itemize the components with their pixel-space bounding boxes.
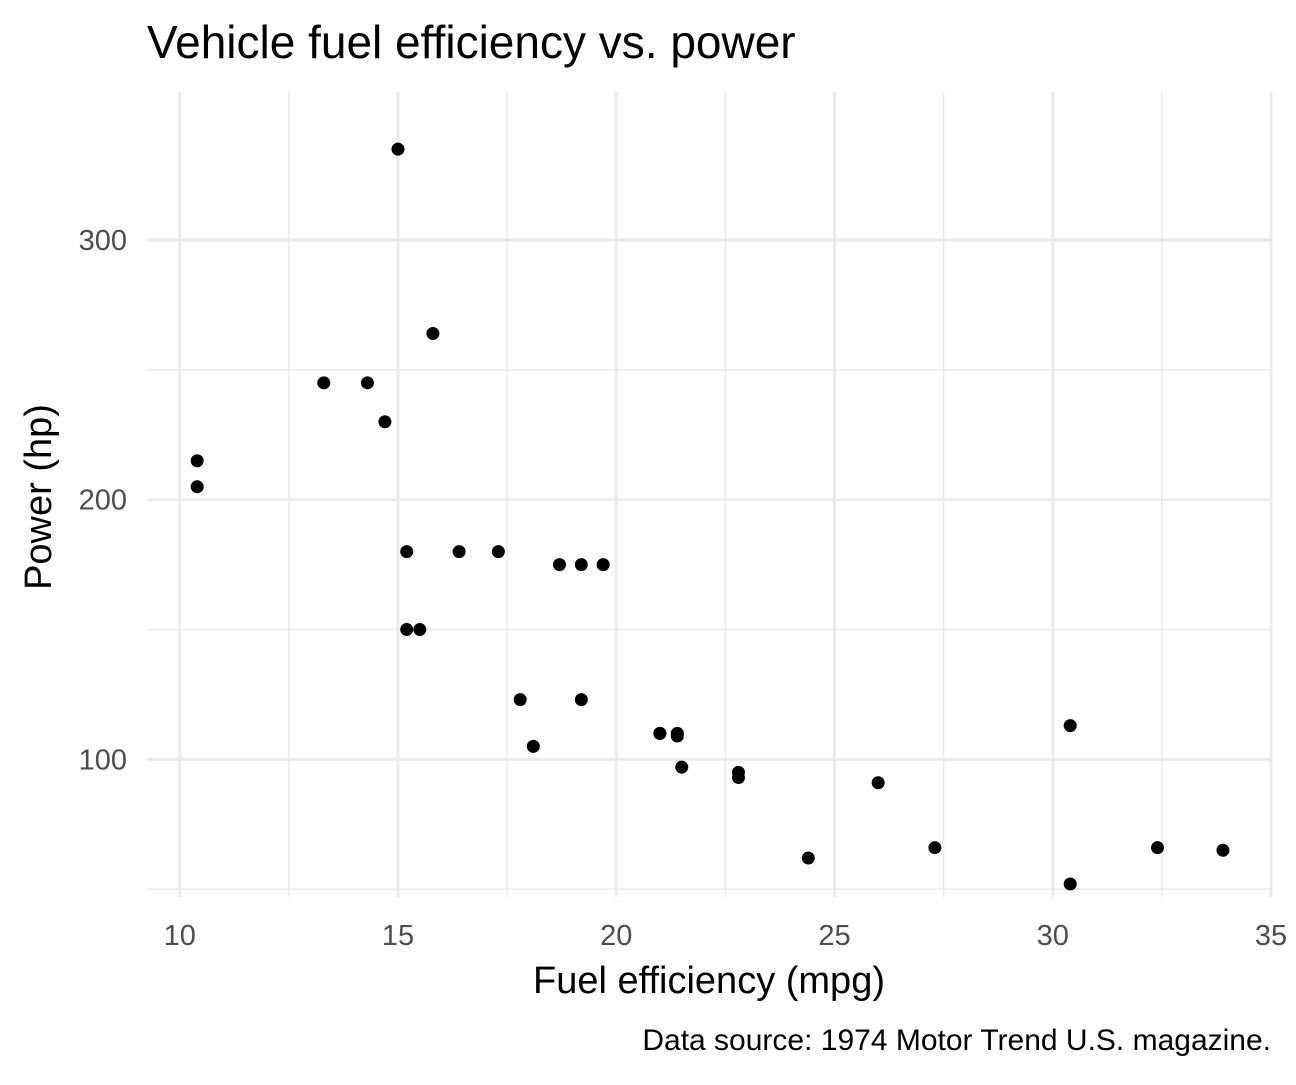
- data-point: [526, 739, 540, 753]
- x-tick-label: 20: [600, 920, 632, 952]
- data-point: [596, 558, 610, 572]
- data-point: [452, 545, 466, 559]
- data-point: [400, 545, 414, 559]
- data-point: [552, 558, 566, 572]
- data-point: [871, 776, 885, 790]
- x-axis-tick-labels: 10 15 20 25 30 35: [164, 920, 1288, 952]
- data-points: [190, 142, 1230, 891]
- chart-title: Vehicle fuel efficiency vs. power: [147, 16, 796, 68]
- minor-gridlines: [147, 92, 1271, 897]
- y-tick-label: 100: [79, 744, 127, 776]
- x-tick-label: 25: [818, 920, 850, 952]
- x-axis-title: Fuel efficiency (mpg): [533, 960, 885, 1002]
- data-point: [574, 558, 588, 572]
- x-tick-label: 10: [164, 920, 196, 952]
- data-point: [1063, 877, 1077, 891]
- data-point: [928, 841, 942, 855]
- data-point: [360, 376, 374, 390]
- data-point: [426, 327, 440, 340]
- data-point: [513, 693, 527, 707]
- y-tick-label: 200: [79, 485, 127, 517]
- y-tick-label: 300: [79, 225, 127, 257]
- data-point: [413, 623, 427, 637]
- data-point: [574, 693, 588, 707]
- data-point: [391, 142, 405, 156]
- major-gridlines: [147, 92, 1273, 897]
- x-tick-label: 35: [1255, 920, 1287, 952]
- data-point: [653, 726, 667, 740]
- y-axis-tick-labels: 100 200 300: [79, 225, 127, 776]
- data-point: [801, 851, 815, 865]
- data-point: [670, 729, 684, 743]
- data-point: [378, 415, 392, 429]
- x-tick-label: 15: [382, 920, 414, 952]
- data-point: [317, 376, 331, 390]
- y-axis-title: Power (hp): [18, 404, 60, 590]
- data-point: [190, 454, 204, 468]
- data-point: [1216, 843, 1230, 857]
- chart-caption: Data source: 1974 Motor Trend U.S. magaz…: [642, 1024, 1271, 1057]
- data-point: [1063, 719, 1077, 733]
- data-point: [731, 765, 745, 779]
- data-point: [1151, 841, 1165, 855]
- data-point: [491, 545, 505, 559]
- x-tick-label: 30: [1037, 920, 1069, 952]
- data-point: [675, 760, 689, 774]
- data-point: [190, 480, 204, 494]
- data-point: [400, 623, 414, 637]
